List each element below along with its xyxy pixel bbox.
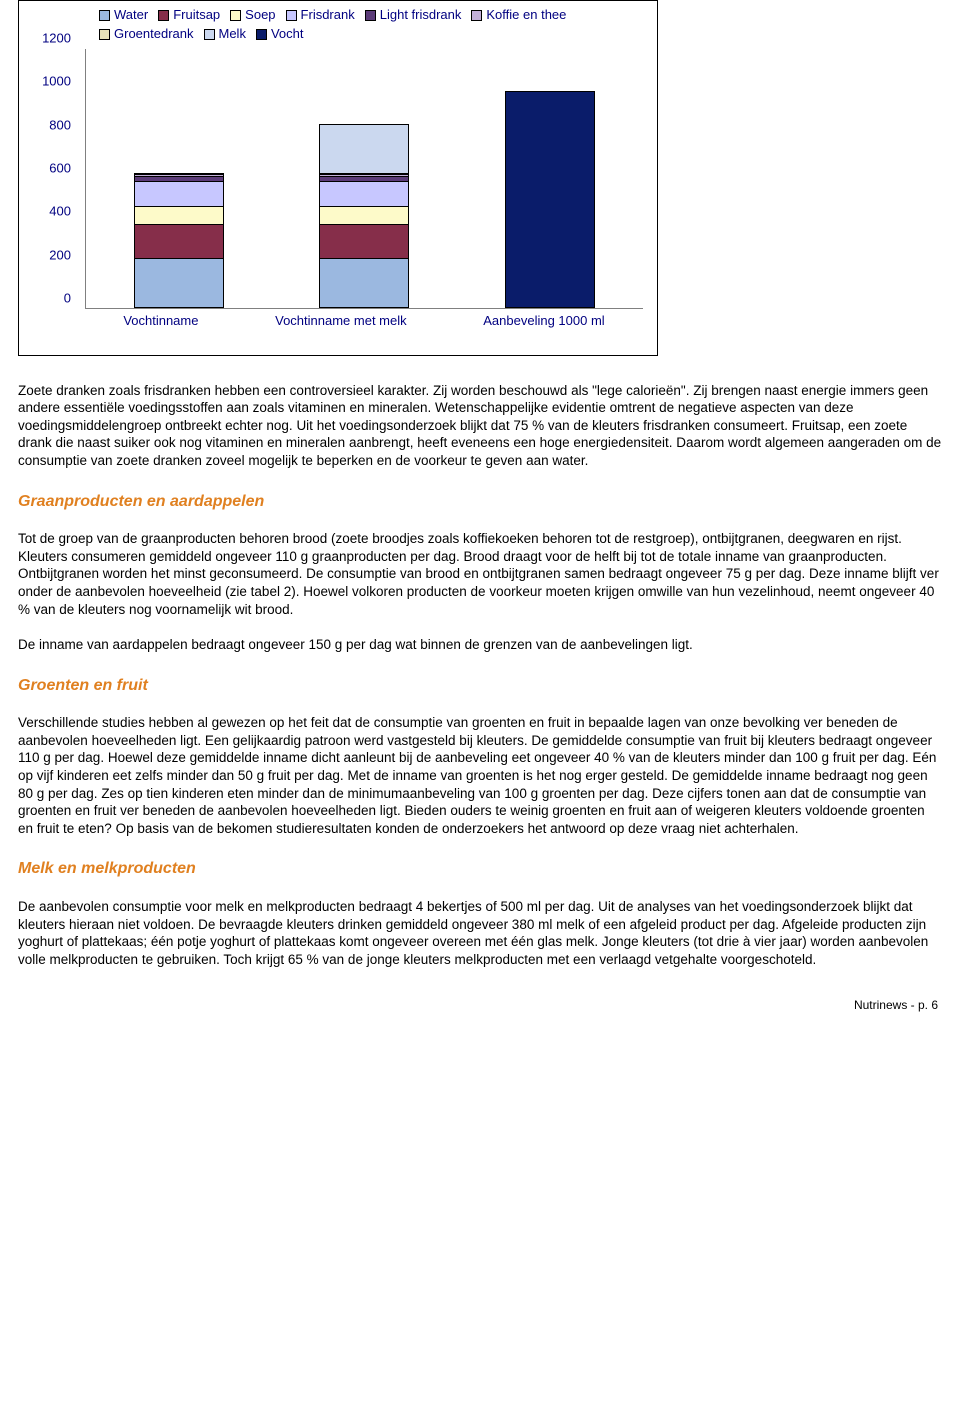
chart-area: 020040060080010001200 VochtinnameVochtin…	[29, 49, 647, 349]
x-tick-label: Aanbeveling 1000 ml	[483, 313, 604, 330]
y-tick-label: 1000	[42, 74, 71, 91]
legend-item: Frisdrank	[286, 7, 355, 24]
paragraph-intro-sweet-drinks: Zoete dranken zoals frisdranken hebben e…	[18, 382, 942, 470]
legend-swatch	[99, 10, 110, 21]
legend-swatch	[204, 29, 215, 40]
bar-segment	[134, 258, 224, 308]
y-tick-label: 200	[49, 247, 71, 264]
legend-item: Groentedrank	[99, 26, 194, 43]
plot-area	[85, 49, 643, 309]
stacked-bar	[134, 174, 224, 308]
paragraph-graanproducten-1: Tot de groep van de graanproducten behor…	[18, 530, 942, 618]
legend-swatch	[158, 10, 169, 21]
legend-label: Vocht	[271, 26, 304, 43]
legend-label: Frisdrank	[301, 7, 355, 24]
legend-label: Fruitsap	[173, 7, 220, 24]
bar-segment	[505, 91, 595, 308]
legend-label: Water	[114, 7, 148, 24]
legend-item: Light frisdrank	[365, 7, 462, 24]
legend-label: Melk	[219, 26, 246, 43]
bar-segment	[319, 124, 409, 174]
legend-swatch	[99, 29, 110, 40]
bar-segment	[319, 258, 409, 308]
legend-label: Groentedrank	[114, 26, 194, 43]
x-tick-label: Vochtinname met melk	[275, 313, 407, 330]
y-tick-label: 400	[49, 204, 71, 221]
legend-item: Soep	[230, 7, 275, 24]
y-axis: 020040060080010001200	[29, 49, 79, 309]
x-axis-labels: Vochtinname Vochtinname met melk Aanbeveli…	[85, 313, 643, 330]
y-tick-label: 800	[49, 117, 71, 134]
paragraph-graanproducten-2: De inname van aardappelen bedraagt ongev…	[18, 636, 942, 654]
bar-segment	[134, 181, 224, 207]
bar-segment	[134, 224, 224, 259]
legend-item: Melk	[204, 26, 246, 43]
legend-label: Light frisdrank	[380, 7, 462, 24]
legend-label: Koffie en thee	[486, 7, 566, 24]
paragraph-melk: De aanbevolen consumptie voor melk en me…	[18, 898, 942, 968]
legend-item: Water	[99, 7, 148, 24]
stacked-bar	[505, 92, 595, 308]
bar-segment	[134, 206, 224, 226]
legend-swatch	[256, 29, 267, 40]
y-tick-label: 600	[49, 160, 71, 177]
legend-item: Koffie en thee	[471, 7, 566, 24]
chart-container: Water Fruitsap Soep Frisdrank Light frisdran…	[18, 0, 658, 356]
legend-swatch	[471, 10, 482, 21]
x-tick-label: Vochtinname	[123, 313, 198, 330]
legend-item: Vocht	[256, 26, 304, 43]
y-tick-label: 0	[64, 290, 71, 307]
bars-group	[86, 49, 643, 308]
bar-segment	[319, 224, 409, 259]
stacked-bar	[319, 125, 409, 308]
bar-segment	[319, 181, 409, 207]
legend-swatch	[286, 10, 297, 21]
paragraph-groenten-fruit: Verschillende studies hebben al gewezen …	[18, 714, 942, 837]
chart-legend: Water Fruitsap Soep Frisdrank Light frisdran…	[29, 7, 647, 43]
bar-segment	[319, 206, 409, 226]
heading-melk: Melk en melkproducten	[18, 859, 942, 880]
page-footer: Nutrinews - p. 6	[18, 998, 942, 1014]
legend-swatch	[230, 10, 241, 21]
legend-item: Fruitsap	[158, 7, 220, 24]
legend-swatch	[365, 10, 376, 21]
legend-label: Soep	[245, 7, 275, 24]
heading-graanproducten: Graanproducten en aardappelen	[18, 492, 942, 513]
y-tick-label: 1200	[42, 30, 71, 47]
heading-groenten-fruit: Groenten en fruit	[18, 676, 942, 697]
